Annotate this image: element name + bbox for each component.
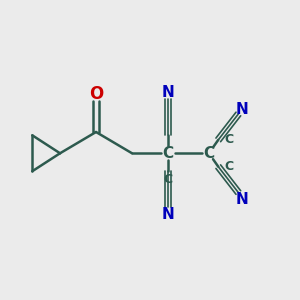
Text: C: C: [162, 146, 174, 161]
Text: C: C: [164, 173, 172, 186]
Text: C: C: [203, 146, 214, 161]
Text: N: N: [236, 192, 249, 207]
Text: C: C: [224, 160, 233, 173]
Text: C: C: [224, 134, 233, 146]
Text: N: N: [162, 85, 174, 100]
Text: N: N: [236, 102, 249, 117]
Text: O: O: [89, 85, 103, 103]
Text: N: N: [162, 207, 174, 222]
